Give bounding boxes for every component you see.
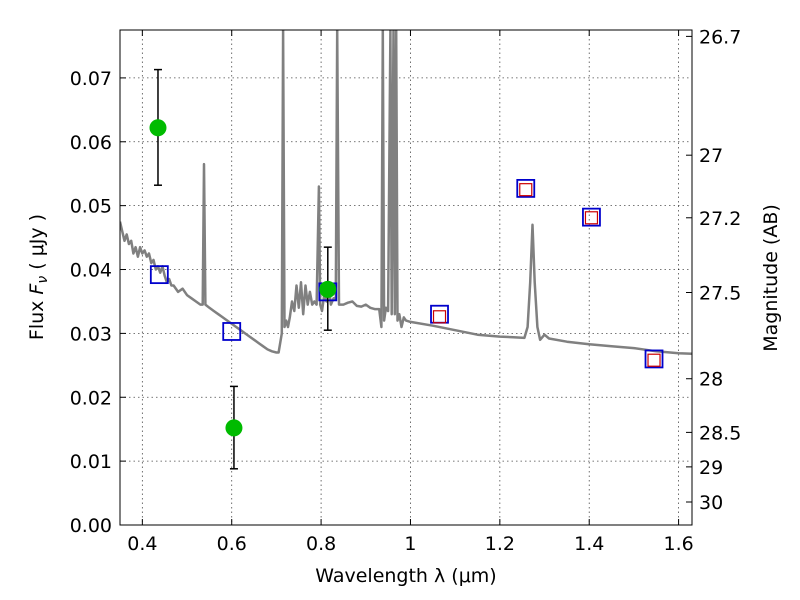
x-tick-label: 0.6 (217, 533, 247, 555)
observed-detection-point (319, 280, 337, 298)
y-axis-title-prefix: Flux (26, 295, 48, 341)
y2-tick-label: 28.5 (699, 422, 741, 444)
x-tick-label: 1.6 (663, 533, 693, 555)
markers (149, 68, 664, 470)
y-tick-label: 0.07 (70, 68, 112, 90)
y-tick-label: 0.00 (70, 515, 112, 537)
x-tick-label: 1 (404, 533, 416, 555)
model-sed-line (120, 30, 692, 356)
model-photometry-marker (582, 207, 601, 227)
model-photometry-marker (222, 322, 242, 341)
observed-detection-point (225, 419, 243, 437)
y2-tick-label: 30 (699, 492, 723, 514)
x-tick-label: 1.4 (574, 533, 604, 555)
y-axis-title-unit: ( μJy ) (26, 214, 48, 276)
y2-tick-label: 28 (699, 369, 723, 391)
model-photometry-marker (644, 349, 664, 369)
y2-axis-title: Magnitude (AB) (760, 204, 782, 352)
axis-ticks: 0.4 0.6 0.8 1 1.2 1.4 1.6 0.00 0.01 0.02 0.03 0.04 0… (70, 26, 742, 555)
observed-limit-marker (584, 211, 599, 225)
y-axis-title: Flux Fν ( μJy ) (26, 214, 51, 340)
x-axis-title: Wavelength λ (μm) (315, 565, 496, 587)
y-tick-label: 0.04 (70, 260, 112, 282)
plot-content (120, 30, 692, 356)
y-axis-title-symbol: F (26, 283, 48, 295)
y-tick-label: 0.02 (70, 387, 112, 409)
y2-tick-label: 27 (699, 145, 723, 167)
plot-frame (119, 29, 693, 526)
y-tick-label: 0.06 (70, 132, 112, 154)
grid (120, 30, 692, 526)
y2-tick-label: 26.7 (699, 26, 741, 48)
observed-limit-marker (432, 310, 447, 324)
y-tick-label: 0.01 (70, 451, 112, 473)
observed-limit-marker (519, 183, 533, 197)
observed-limit-marker (647, 353, 661, 367)
y2-tick-label: 27.2 (699, 208, 741, 230)
y2-tick-label: 27.5 (699, 283, 741, 305)
x-tick-label: 0.4 (127, 533, 157, 555)
model-photometry-marker (516, 178, 536, 198)
y-tick-label: 0.03 (70, 323, 112, 345)
y2-tick-label: 29 (699, 457, 723, 479)
y-axis-title-subscript: ν (35, 276, 51, 284)
y-tick-label: 0.05 (70, 196, 112, 218)
model-photometry-marker (149, 265, 169, 285)
observed-detection-point (149, 119, 167, 137)
x-tick-label: 1.2 (485, 533, 515, 555)
x-tick-label: 0.8 (306, 533, 336, 555)
